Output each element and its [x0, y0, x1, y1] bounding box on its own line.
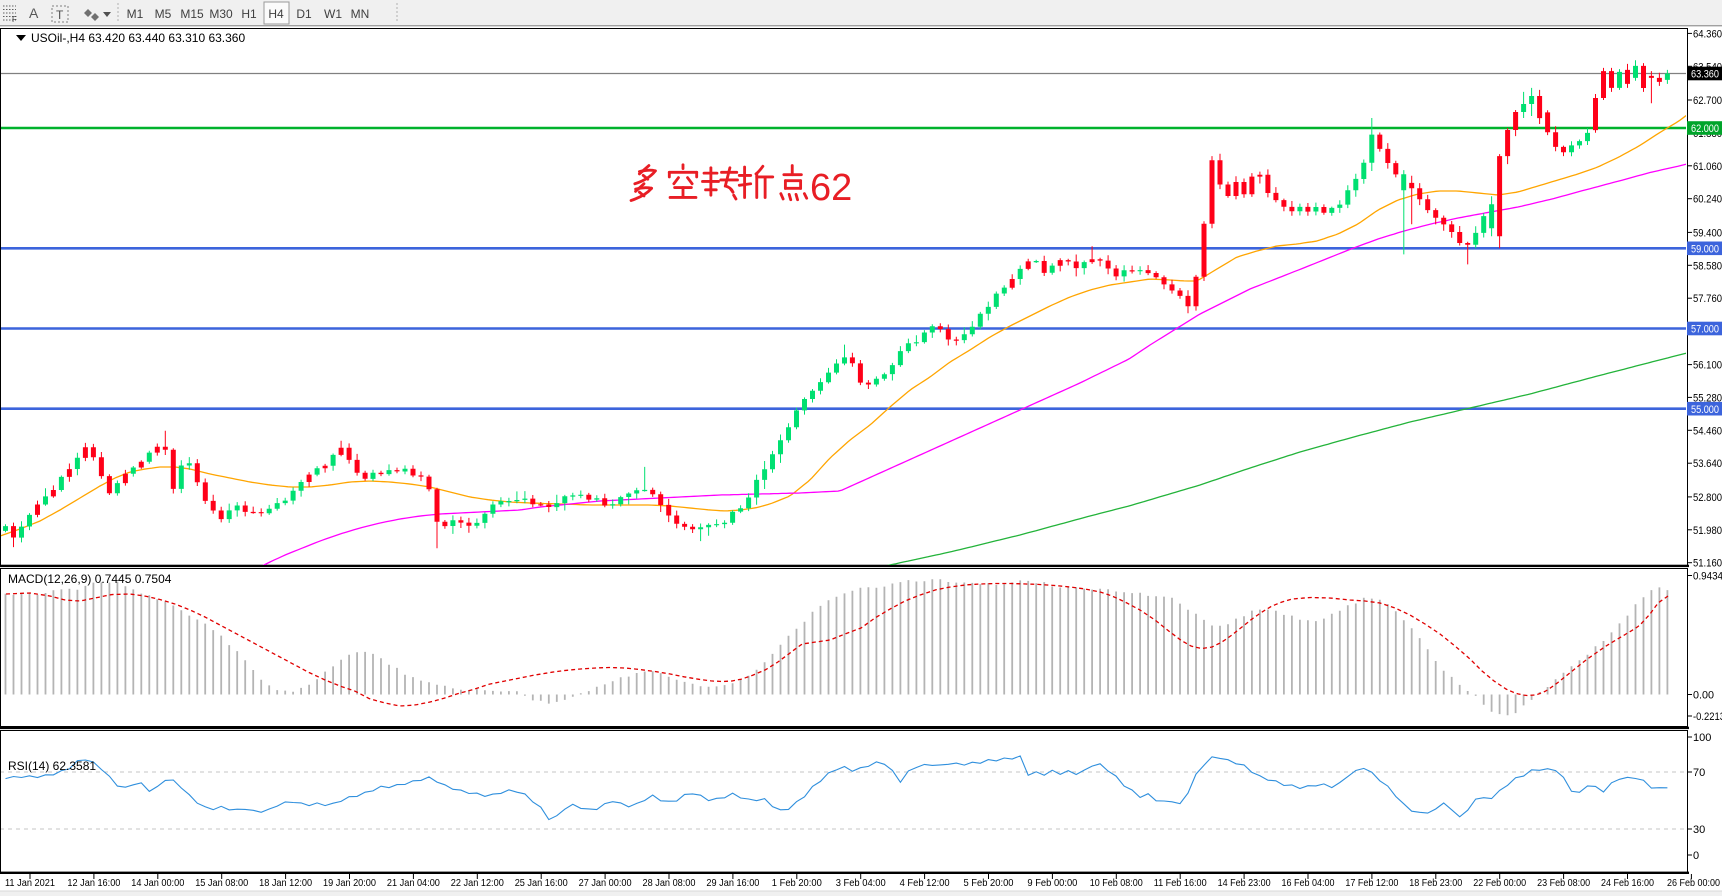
svg-text:62.700: 62.700 [1693, 95, 1722, 107]
svg-text:D1: D1 [296, 7, 312, 21]
svg-text:70: 70 [1693, 767, 1705, 779]
svg-text:W1: W1 [324, 7, 342, 21]
svg-text:55.280: 55.280 [1693, 392, 1722, 404]
svg-text:61.060: 61.060 [1693, 161, 1722, 173]
svg-text:26 Feb 00:00: 26 Feb 00:00 [1667, 877, 1720, 889]
svg-text:22 Feb 00:00: 22 Feb 00:00 [1473, 877, 1526, 889]
svg-text:M30: M30 [209, 7, 233, 21]
svg-text:63.360: 63.360 [1691, 69, 1719, 81]
svg-text:64.360: 64.360 [1693, 28, 1722, 40]
svg-text:15 Jan 08:00: 15 Jan 08:00 [195, 877, 248, 889]
svg-text:59.400: 59.400 [1693, 227, 1722, 239]
svg-text:9 Feb 00:00: 9 Feb 00:00 [1027, 877, 1077, 889]
svg-text:62: 62 [810, 167, 852, 209]
svg-text:0: 0 [1693, 850, 1699, 862]
svg-text:1 Feb 20:00: 1 Feb 20:00 [772, 877, 822, 889]
svg-text:22 Jan 12:00: 22 Jan 12:00 [451, 877, 504, 889]
svg-text:MN: MN [351, 7, 370, 21]
svg-text:10 Feb 08:00: 10 Feb 08:00 [1090, 877, 1143, 889]
svg-text:58.580: 58.580 [1693, 260, 1722, 272]
svg-text:55.000: 55.000 [1691, 404, 1719, 416]
svg-text:14 Feb 23:00: 14 Feb 23:00 [1218, 877, 1271, 889]
svg-text:16 Feb 04:00: 16 Feb 04:00 [1282, 877, 1335, 889]
svg-text:52.800: 52.800 [1693, 492, 1722, 504]
svg-text:12 Jan 16:00: 12 Jan 16:00 [67, 877, 120, 889]
svg-text:60.240: 60.240 [1693, 194, 1722, 206]
svg-text:25 Jan 16:00: 25 Jan 16:00 [515, 877, 568, 889]
svg-text:0.00: 0.00 [1693, 690, 1714, 702]
svg-text:H4: H4 [268, 7, 284, 21]
svg-text:100: 100 [1693, 732, 1711, 744]
svg-text:30: 30 [1693, 824, 1705, 836]
svg-text:24 Feb 16:00: 24 Feb 16:00 [1601, 877, 1654, 889]
svg-text:M5: M5 [155, 7, 172, 21]
svg-text:21 Jan 04:00: 21 Jan 04:00 [387, 877, 440, 889]
svg-text:F: F [12, 15, 17, 24]
svg-text:3 Feb 04:00: 3 Feb 04:00 [836, 877, 886, 889]
svg-text:53.640: 53.640 [1693, 458, 1722, 470]
svg-text:14 Jan 00:00: 14 Jan 00:00 [131, 877, 184, 889]
svg-text:5 Feb 20:00: 5 Feb 20:00 [964, 877, 1014, 889]
svg-text:T: T [56, 8, 64, 22]
svg-text:MACD(12,26,9) 0.7445 0.7504: MACD(12,26,9) 0.7445 0.7504 [8, 572, 172, 586]
svg-text:M1: M1 [127, 7, 144, 21]
svg-text:62.000: 62.000 [1691, 123, 1719, 135]
svg-text:-0.2213: -0.2213 [1693, 711, 1722, 723]
svg-text:27 Jan 00:00: 27 Jan 00:00 [579, 877, 632, 889]
svg-text:19 Jan 20:00: 19 Jan 20:00 [323, 877, 376, 889]
svg-text:A: A [29, 5, 39, 21]
svg-text:RSI(14) 62.3581: RSI(14) 62.3581 [8, 759, 96, 773]
svg-text:51.980: 51.980 [1693, 525, 1722, 537]
svg-text:17 Feb 12:00: 17 Feb 12:00 [1345, 877, 1398, 889]
svg-text:23 Feb 08:00: 23 Feb 08:00 [1537, 877, 1590, 889]
svg-text:54.460: 54.460 [1693, 425, 1722, 437]
svg-text:11 Jan 2021: 11 Jan 2021 [5, 877, 55, 889]
svg-text:57.760: 57.760 [1693, 293, 1722, 305]
svg-text:M15: M15 [180, 7, 204, 21]
svg-text:29 Jan 16:00: 29 Jan 16:00 [706, 877, 759, 889]
svg-text:USOil-,H4 63.420 63.440 63.31: USOil-,H4 63.420 63.440 63.310 63.360 [31, 31, 245, 45]
svg-text:11 Feb 16:00: 11 Feb 16:00 [1154, 877, 1207, 889]
svg-text:18 Jan 12:00: 18 Jan 12:00 [259, 877, 312, 889]
svg-text:0.9434: 0.9434 [1693, 571, 1722, 583]
svg-text:28 Jan 08:00: 28 Jan 08:00 [643, 877, 696, 889]
svg-text:56.100: 56.100 [1693, 360, 1722, 372]
svg-text:51.160: 51.160 [1693, 558, 1722, 570]
svg-text:H1: H1 [241, 7, 257, 21]
svg-text:59.000: 59.000 [1691, 244, 1719, 256]
svg-text:18 Feb 23:00: 18 Feb 23:00 [1409, 877, 1462, 889]
svg-text:4 Feb 12:00: 4 Feb 12:00 [900, 877, 950, 889]
svg-text:57.000: 57.000 [1691, 324, 1719, 336]
